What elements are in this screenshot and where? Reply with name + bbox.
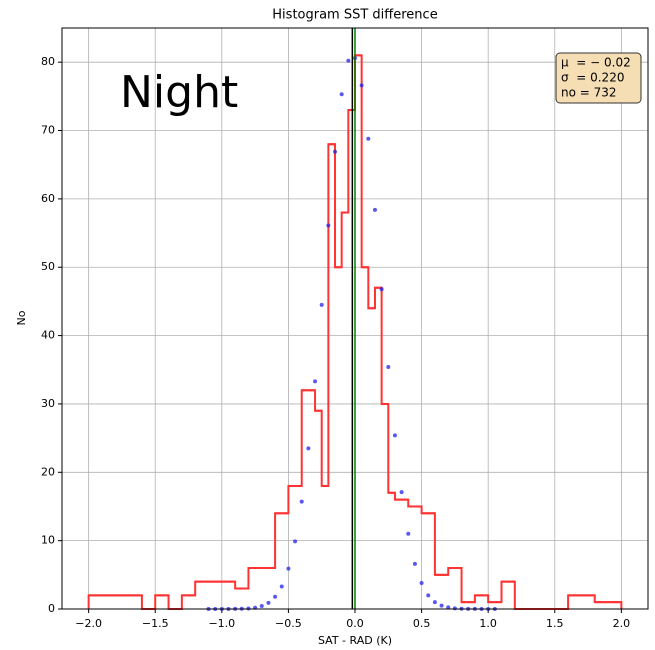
fit-point bbox=[439, 603, 444, 608]
fit-point bbox=[266, 600, 271, 605]
x-tick-label: −1.5 bbox=[142, 617, 169, 630]
y-tick-label: 0 bbox=[48, 602, 55, 615]
fit-point bbox=[392, 433, 397, 438]
fit-point bbox=[279, 584, 284, 589]
x-tick-label: 0.0 bbox=[346, 617, 364, 630]
fit-point bbox=[333, 149, 338, 154]
fit-point bbox=[452, 606, 457, 611]
x-tick-label: 0.5 bbox=[413, 617, 431, 630]
fit-point bbox=[259, 604, 264, 609]
stats-line: σ = 0.220 bbox=[561, 71, 624, 85]
fit-point bbox=[293, 539, 298, 544]
fit-point bbox=[379, 287, 384, 292]
fit-point bbox=[446, 605, 451, 610]
fit-point bbox=[372, 207, 377, 212]
chart-title: Histogram SST difference bbox=[272, 8, 437, 23]
fit-point bbox=[306, 446, 311, 451]
x-tick-label: −0.5 bbox=[275, 617, 302, 630]
fit-point bbox=[406, 531, 411, 536]
stats-line: no = 732 bbox=[561, 86, 617, 100]
fit-point bbox=[246, 606, 251, 611]
x-tick-label: −1.0 bbox=[208, 617, 235, 630]
annotation: Night bbox=[120, 67, 238, 118]
y-tick-label: 30 bbox=[41, 397, 55, 410]
y-tick-label: 60 bbox=[41, 192, 55, 205]
x-tick-label: 1.5 bbox=[546, 617, 564, 630]
x-tick-label: 2.0 bbox=[613, 617, 631, 630]
fit-point bbox=[326, 223, 331, 228]
fit-point bbox=[313, 379, 318, 384]
x-axis-label: SAT - RAD (K) bbox=[318, 634, 392, 647]
fit-point bbox=[286, 566, 291, 571]
y-tick-label: 80 bbox=[41, 55, 55, 68]
fit-point bbox=[366, 136, 371, 141]
fit-point bbox=[359, 83, 364, 88]
stats-box bbox=[555, 52, 642, 104]
y-tick-label: 20 bbox=[41, 465, 55, 478]
y-tick-label: 10 bbox=[41, 534, 55, 547]
x-tick-label: 1.0 bbox=[479, 617, 497, 630]
fit-point bbox=[419, 581, 424, 586]
y-tick-label: 70 bbox=[41, 124, 55, 137]
fit-point bbox=[319, 302, 324, 307]
fit-point bbox=[386, 365, 391, 370]
y-tick-label: 50 bbox=[41, 260, 55, 273]
axes-frame bbox=[61, 27, 649, 610]
stats-line: μ = − 0.02 bbox=[561, 56, 631, 70]
fit-point bbox=[399, 490, 404, 495]
fit-point bbox=[412, 561, 417, 566]
fit-point bbox=[299, 499, 304, 504]
fit-point bbox=[273, 594, 278, 599]
y-tick-label: 40 bbox=[41, 329, 55, 342]
fit-point bbox=[346, 58, 351, 63]
y-axis-label: No bbox=[15, 310, 28, 325]
fit-point bbox=[426, 593, 431, 598]
fit-point bbox=[432, 600, 437, 605]
fit-point bbox=[339, 92, 344, 97]
x-tick-label: −2.0 bbox=[75, 617, 102, 630]
